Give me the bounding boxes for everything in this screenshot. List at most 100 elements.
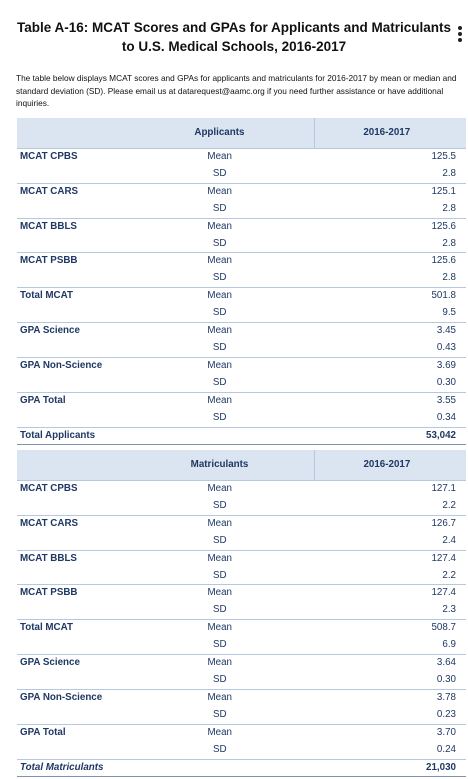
mean-value: 3.69 [314, 356, 466, 375]
matriculants-year-header: 2016-2017 [314, 450, 466, 481]
mean-value: 125.6 [314, 217, 466, 236]
sd-value: 2.4 [442, 534, 456, 546]
sd-value: 2.3 [442, 604, 456, 616]
stat-label: Mean [125, 514, 315, 533]
stat-label: SD [212, 743, 227, 755]
matriculants-header-row: Matriculants 2016-2017 [17, 450, 466, 481]
stat-label: SD [212, 272, 227, 284]
matriculants-table: Matriculants 2016-2017 MCAT CPBS Mean 127.… [17, 450, 466, 778]
mean-value: 3.70 [314, 723, 466, 742]
table-row: SD 0.30 [17, 375, 466, 392]
table-row: MCAT CPBS Mean 125.5 [17, 147, 466, 166]
stat-label: SD [212, 569, 227, 581]
table-row: GPA Total Mean 3.55 [17, 391, 466, 410]
stat-label: SD [212, 708, 227, 720]
table-row: SD 0.34 [17, 410, 466, 427]
row-label: GPA Non-Science [17, 688, 126, 707]
stat-label: SD [212, 673, 227, 685]
table-row: SD 2.8 [17, 201, 466, 218]
stat-label: SD [212, 411, 227, 423]
row-label: MCAT PSBB [17, 252, 126, 271]
stat-label: SD [212, 534, 227, 546]
sd-value: 0.30 [436, 376, 456, 388]
stat-label: SD [212, 167, 227, 179]
row-label: MCAT CPBS [17, 479, 126, 498]
stat-label: SD [212, 341, 227, 353]
stat-label: Mean [125, 147, 314, 166]
table-row: GPA Science Mean 3.45 [17, 322, 466, 340]
table-row: MCAT PSBB Mean 125.6 [17, 252, 466, 271]
applicants-header-row: Applicants 2016-2017 [17, 118, 466, 149]
table-title: Table A-16: MCAT Scores and GPAs for App… [16, 20, 452, 54]
sd-value: 0.43 [436, 341, 456, 353]
mean-value: 508.7 [314, 619, 466, 638]
applicants-table: Applicants 2016-2017 MCAT CPBS Mean 125.5 S… [17, 118, 466, 446]
table-row: SD 0.43 [17, 340, 466, 357]
table-row: MCAT CPBS Mean 127.1 [17, 479, 466, 498]
row-label: GPA Total [17, 723, 126, 742]
stat-label: SD [212, 499, 227, 511]
stat-label: Mean [125, 688, 315, 707]
stat-label: Mean [125, 182, 314, 201]
stat-label: Mean [125, 252, 314, 271]
table-row: GPA Science Mean 3.64 [17, 654, 466, 672]
sd-value: 9.5 [442, 307, 456, 319]
more-options-icon[interactable] [458, 26, 466, 46]
sd-value: 0.34 [436, 411, 456, 423]
table-row: GPA Non-Science Mean 3.78 [17, 688, 466, 707]
intro-text: The table below displays MCAT scores and… [16, 73, 457, 108]
row-label: MCAT CARS [17, 182, 126, 201]
total-label: Total Applicants [17, 426, 314, 446]
stat-label: SD [212, 202, 227, 214]
row-label: MCAT BBLS [17, 549, 126, 568]
row-label: MCAT PSBB [17, 584, 126, 603]
table-row: MCAT CARS Mean 125.1 [17, 182, 466, 201]
stat-label: Mean [125, 391, 314, 410]
table-row: SD 9.5 [17, 305, 466, 322]
sd-value: 2.8 [442, 272, 456, 284]
table-row: GPA Non-Science Mean 3.69 [17, 356, 466, 375]
table-row: SD 2.3 [17, 602, 466, 619]
row-label: Total MCAT [17, 619, 126, 638]
row-label: MCAT BBLS [17, 217, 126, 236]
mean-value: 3.45 [314, 322, 466, 340]
table-row: SD 2.2 [17, 498, 466, 515]
stat-label: Mean [125, 479, 315, 498]
table-row: SD 2.2 [17, 568, 466, 585]
row-label: Total MCAT [17, 287, 126, 306]
table-row: SD 0.24 [17, 742, 466, 759]
applicants-year-header: 2016-2017 [314, 118, 466, 149]
table-row: MCAT PSBB Mean 127.4 [17, 584, 466, 603]
stat-label: Mean [125, 217, 314, 236]
table-row: SD 0.23 [17, 707, 466, 724]
total-row: Total Applicants 53,042 [17, 426, 466, 446]
stat-label: Mean [125, 356, 314, 375]
mean-value: 127.1 [314, 479, 466, 498]
applicants-header: Applicants [125, 118, 315, 149]
table-row: GPA Total Mean 3.70 [17, 723, 466, 742]
table-row: Total MCAT Mean 508.7 [17, 619, 466, 638]
row-label: GPA Total [17, 391, 126, 410]
mean-value: 125.1 [314, 182, 466, 201]
mean-value: 3.64 [314, 654, 466, 672]
mean-value: 501.8 [314, 287, 466, 306]
sd-value: 0.23 [436, 708, 456, 720]
table-row: MCAT BBLS Mean 125.6 [17, 217, 466, 236]
mean-value: 125.5 [314, 147, 466, 166]
total-value: 53,042 [314, 426, 466, 446]
stat-label: Mean [125, 549, 315, 568]
sd-value: 0.24 [436, 743, 456, 755]
stat-label: Mean [125, 723, 315, 742]
stat-label: SD [212, 237, 227, 249]
matriculants-header: Matriculants [125, 450, 315, 481]
row-label: MCAT CARS [17, 514, 126, 533]
table-row: SD 2.8 [17, 236, 466, 253]
sd-value: 2.2 [442, 499, 456, 511]
table-row: SD 2.8 [17, 166, 466, 183]
stat-label: SD [212, 307, 227, 319]
table-row: MCAT CARS Mean 126.7 [17, 514, 466, 533]
table-row: Total MCAT Mean 501.8 [17, 287, 466, 306]
stat-label: Mean [125, 619, 315, 638]
sd-value: 2.2 [442, 569, 456, 581]
sd-value: 2.8 [442, 237, 456, 249]
